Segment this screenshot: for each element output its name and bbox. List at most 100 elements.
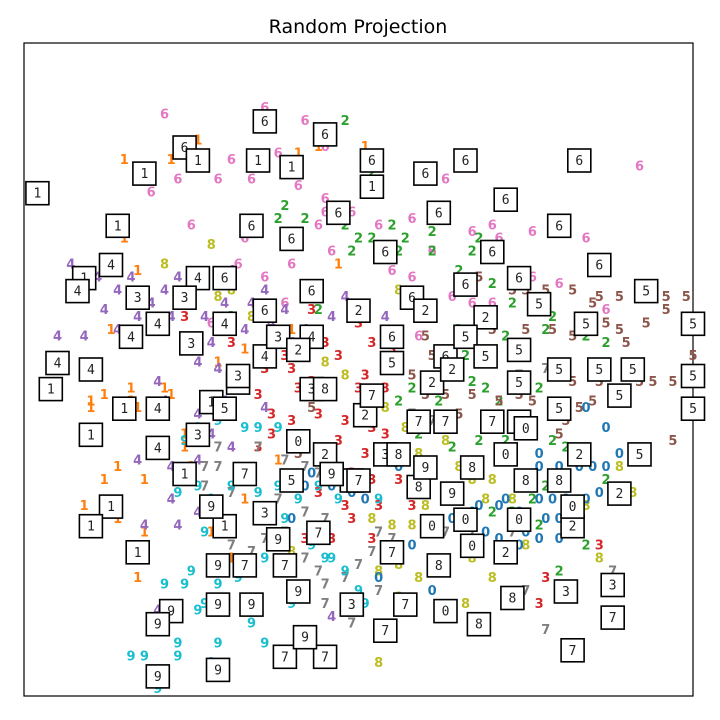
thumbnail-box bbox=[586, 357, 612, 382]
digit-thumbnail-2-73: 2 bbox=[312, 442, 338, 467]
scatter-label-8-319: 8 bbox=[321, 356, 330, 371]
scatter-label-5-244: 5 bbox=[601, 316, 610, 331]
thumbnail-digit: 7 bbox=[388, 546, 396, 561]
digit-thumbnail-9-125: 9 bbox=[413, 455, 438, 480]
digit-thumbnail-2-76: 2 bbox=[493, 539, 519, 565]
thumbnail-box bbox=[105, 213, 130, 239]
scatter-label-1-62: 1 bbox=[160, 382, 169, 397]
scatter-label-9-386: 9 bbox=[173, 649, 182, 664]
digit-thumbnail-4-51: 4 bbox=[78, 357, 104, 382]
scatter-label-3-179: 3 bbox=[535, 597, 544, 612]
thumbnail-digit: 3 bbox=[308, 383, 316, 398]
thumbnail-box bbox=[479, 239, 505, 265]
digit-thumbnail-3-57: 3 bbox=[225, 363, 251, 389]
scatter-label-3-156: 3 bbox=[314, 408, 323, 423]
digit-thumbnail-9-124: 9 bbox=[319, 461, 345, 487]
scatter-label-7-296: 7 bbox=[260, 532, 269, 547]
thumbnail-box bbox=[419, 370, 445, 395]
scatter-label-4-199: 4 bbox=[100, 303, 109, 318]
scatter-label-0-406: 0 bbox=[494, 499, 503, 514]
digit-thumbnail-0-139: 0 bbox=[493, 442, 519, 467]
thumbnail-box bbox=[560, 637, 585, 663]
digit-thumbnail-1-25: 1 bbox=[132, 161, 157, 186]
thumbnail-digit: 6 bbox=[488, 246, 496, 261]
scatter-label-3-152: 3 bbox=[381, 382, 390, 397]
scatter-label-8-315: 8 bbox=[213, 290, 222, 305]
scatter-label-9-385: 9 bbox=[140, 649, 149, 664]
scatter-label-6-30: 6 bbox=[260, 271, 269, 286]
scatter-label-8-321: 8 bbox=[381, 401, 390, 416]
scatter-label-0-410: 0 bbox=[535, 460, 544, 475]
scatter-label-0-414: 0 bbox=[575, 460, 584, 475]
thumbnail-digit: 7 bbox=[241, 468, 249, 483]
scatter-label-6-36: 6 bbox=[468, 297, 477, 312]
thumbnail-box bbox=[145, 664, 171, 689]
thumbnail-box bbox=[279, 226, 304, 252]
scatter-label-6-42: 6 bbox=[207, 316, 216, 331]
digit-thumbnail-1-32: 1 bbox=[78, 422, 104, 448]
scatter-label-2-114: 2 bbox=[394, 395, 403, 410]
scatter-label-9-373: 9 bbox=[321, 551, 330, 566]
scatter-label-6-34: 6 bbox=[407, 271, 416, 286]
scatter-label-2-99: 2 bbox=[488, 277, 497, 292]
digit-thumbnail-3-55: 3 bbox=[125, 285, 150, 311]
thumbnail-box bbox=[299, 278, 325, 304]
digit-thumbnail-8-123: 8 bbox=[466, 611, 492, 637]
thumbnail-digit: 3 bbox=[181, 291, 189, 306]
thumbnail-digit: 0 bbox=[522, 422, 530, 437]
thumbnail-digit: 6 bbox=[462, 278, 470, 293]
scatter-label-7-294: 7 bbox=[374, 525, 383, 540]
thumbnail-box bbox=[279, 154, 304, 180]
scatter-label-2-131: 2 bbox=[314, 303, 323, 318]
scatter-label-7-303: 7 bbox=[521, 584, 530, 599]
thumbnail-digit: 1 bbox=[140, 167, 148, 182]
digit-thumbnail-1-39: 1 bbox=[172, 461, 197, 487]
scatter-label-6-8: 6 bbox=[247, 173, 256, 188]
thumbnail-digit: 4 bbox=[194, 272, 202, 287]
scatter-label-8-329: 8 bbox=[508, 493, 517, 508]
digit-thumbnail-2-68: 2 bbox=[413, 298, 438, 324]
thumbnail-digit: 9 bbox=[421, 461, 429, 476]
thumbnail-digit: 1 bbox=[368, 180, 376, 195]
scatter-label-3-144: 3 bbox=[367, 336, 376, 351]
scatter-label-4-219: 4 bbox=[167, 460, 176, 475]
scatter-label-7-277: 7 bbox=[300, 460, 309, 475]
thumbnail-digit: 3 bbox=[187, 337, 195, 352]
scatter-label-1-55: 1 bbox=[133, 264, 142, 279]
scatter-label-1-75: 1 bbox=[227, 551, 236, 566]
thumbnail-box bbox=[285, 579, 311, 604]
scatter-label-5-252: 5 bbox=[648, 375, 657, 390]
thumbnail-box bbox=[553, 579, 579, 604]
scatter-label-6-15: 6 bbox=[468, 225, 477, 240]
thumbnail-box bbox=[600, 605, 626, 630]
thumbnail-digit: 1 bbox=[207, 396, 215, 411]
scatter-label-7-278: 7 bbox=[314, 467, 323, 482]
scatter-label-7-276: 7 bbox=[280, 453, 289, 468]
scatter-label-7-307: 7 bbox=[428, 414, 437, 429]
scatter-label-9-363: 9 bbox=[294, 493, 303, 508]
thumbnail-box bbox=[225, 363, 251, 389]
thumbnail-box bbox=[506, 507, 532, 533]
thumbnail-box bbox=[379, 324, 405, 350]
scatter-label-6-2: 6 bbox=[321, 140, 330, 155]
digit-thumbnail-7-103: 7 bbox=[232, 461, 258, 487]
thumbnail-digit: 0 bbox=[569, 500, 577, 515]
scatter-label-7-304: 7 bbox=[541, 623, 550, 638]
thumbnail-box bbox=[239, 213, 264, 239]
scatter-label-1-82: 1 bbox=[180, 440, 189, 455]
scatter-label-2-113: 2 bbox=[407, 382, 416, 397]
digit-thumbnail-3-66: 3 bbox=[185, 422, 211, 448]
digit-thumbnail-4-42: 4 bbox=[98, 252, 124, 278]
thumbnail-box bbox=[45, 350, 70, 376]
scatter-label-7-287: 7 bbox=[300, 551, 309, 566]
scatter-label-9-374: 9 bbox=[354, 584, 363, 599]
thumbnail-digit: 2 bbox=[355, 304, 363, 319]
digit-thumbnail-3-56: 3 bbox=[172, 285, 197, 311]
thumbnail-box bbox=[319, 461, 345, 487]
thumbnail-box bbox=[680, 363, 706, 389]
scatter-label-8-336: 8 bbox=[394, 558, 403, 573]
thumbnail-box bbox=[439, 481, 465, 506]
thumbnail-digit: 2 bbox=[321, 448, 329, 463]
thumbnail-digit: 7 bbox=[569, 644, 577, 659]
